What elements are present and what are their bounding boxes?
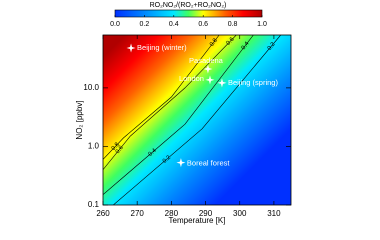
contour-label: 0.8 bbox=[209, 37, 219, 48]
colorbar-tick-label: 0.4 bbox=[169, 21, 179, 28]
contour-line bbox=[103, 35, 220, 160]
colorbar-tick-label: 0.2 bbox=[140, 21, 150, 28]
contour-label: 0.4 bbox=[147, 147, 158, 157]
colorbar bbox=[114, 9, 263, 18]
contour-label: 0.6 bbox=[115, 144, 125, 155]
x-tick-label: 300 bbox=[233, 209, 247, 218]
site-label: Beijing (winter) bbox=[137, 43, 187, 52]
x-axis-label: Temperature [K] bbox=[169, 216, 226, 225]
y-axis-label: NO₂ [ppbv] bbox=[75, 100, 84, 139]
contour-line bbox=[103, 35, 254, 195]
contour-label: 0.6 bbox=[226, 36, 237, 47]
contour-label: 0.2 bbox=[162, 154, 173, 164]
plot-frame bbox=[102, 34, 292, 206]
site-label: Beijing (spring) bbox=[228, 78, 279, 87]
colorbar-tick-label: 0.0 bbox=[110, 21, 120, 28]
colorbar-tick-label: 0.8 bbox=[228, 21, 238, 28]
colorbar-tick-label: 1.0 bbox=[257, 21, 267, 28]
x-tick-label: 310 bbox=[267, 209, 281, 218]
site-label: Boreal forest bbox=[187, 159, 230, 168]
chart: RO₂NO₂/(RO₂+RO₂NO₂) 0.80.80.60.60.40.40.… bbox=[75, 2, 292, 225]
site-marker bbox=[205, 75, 215, 85]
x-tick-label: 290 bbox=[199, 209, 213, 218]
site-label: Pasadena bbox=[189, 56, 224, 65]
x-tick-label: 280 bbox=[165, 209, 179, 218]
site-marker bbox=[126, 43, 136, 53]
site-marker bbox=[217, 78, 227, 88]
site-marker bbox=[176, 158, 186, 168]
contour-label: 0.4 bbox=[241, 40, 251, 51]
contour-label: 0.2 bbox=[267, 41, 277, 52]
y-tick-label: 10.0 bbox=[83, 83, 99, 92]
contour-line bbox=[113, 35, 281, 205]
colorbar-title: RO₂NO₂/(RO₂+RO₂NO₂) bbox=[150, 2, 227, 9]
plot-area: 0.80.80.60.60.40.40.20.2 bbox=[103, 35, 281, 205]
y-tick-label: 0.1 bbox=[88, 200, 100, 209]
colorbar-tick-label: 0.6 bbox=[198, 21, 208, 28]
site-marker bbox=[203, 64, 213, 74]
x-tick-label: 270 bbox=[131, 209, 145, 218]
contour-label: 0.8 bbox=[111, 141, 122, 152]
y-tick-label: 1.0 bbox=[88, 142, 100, 151]
contour-line bbox=[103, 35, 237, 170]
x-tick-label: 260 bbox=[96, 209, 110, 218]
site-label: London bbox=[179, 74, 204, 83]
page: RO₂NO₂/(RO₂+RO₂NO₂) 0.8 0.8 0.6 0.6 0.4 0.4 0.… bbox=[75, 1, 292, 226]
